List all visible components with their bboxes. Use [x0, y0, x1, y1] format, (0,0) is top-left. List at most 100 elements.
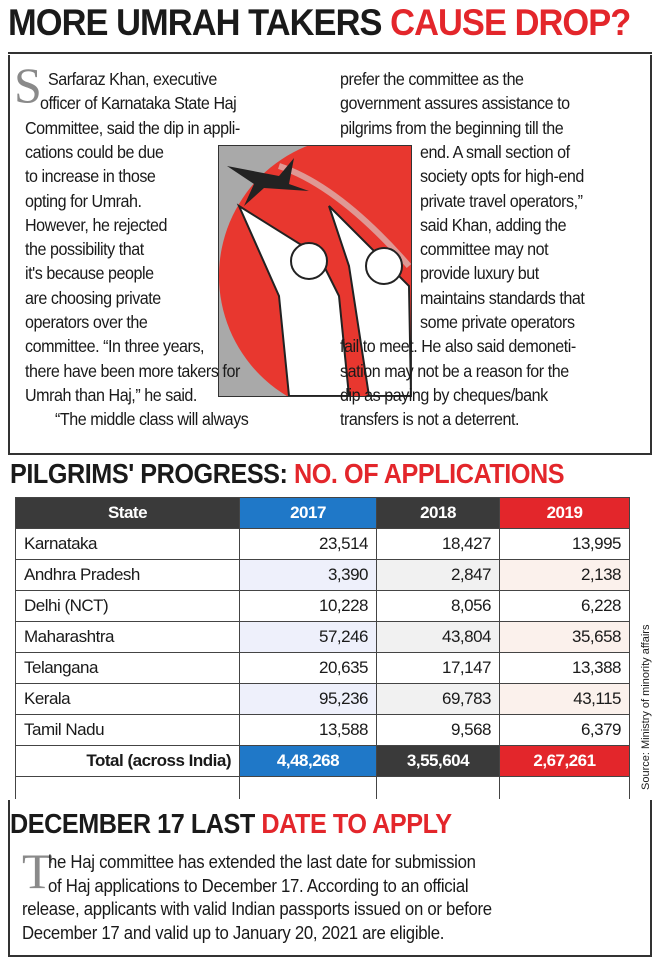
article-line: fail to meet. He also said demoneti-: [340, 336, 576, 357]
footer-line: December 17 and valid up to January 20, …: [22, 922, 445, 943]
value-cell: 17,147: [376, 652, 500, 684]
column-header-state: State: [15, 497, 240, 529]
value-cell: 6,379: [499, 714, 630, 746]
headline: MORE UMRAH TAKERS CAUSE DROP?: [8, 2, 631, 44]
source-credit: Source: Ministry of minority affairs: [640, 624, 652, 790]
table-row: Kerala 95,236 69,783 43,115: [15, 683, 630, 715]
divider: [8, 52, 652, 54]
article-line: the possibility that: [25, 239, 144, 260]
article-line: some private operators: [420, 312, 575, 332]
table-row: Andhra Pradesh 3,390 2,847 2,138: [15, 559, 630, 591]
article-line: committee may not: [420, 239, 549, 260]
footer-title-black: DECEMBER 17 LAST: [10, 808, 255, 839]
article-line: operators over the: [25, 312, 148, 332]
total-row: Total (across India) 4,48,268 3,55,604 2,67…: [15, 745, 630, 777]
value-cell: 13,995: [499, 528, 630, 560]
total-value: 4,48,268: [239, 745, 377, 777]
table-row: Karnataka 23,514 18,427 13,995: [15, 528, 630, 560]
article-line: transfers is not a deterrent.: [340, 409, 520, 430]
headline-red: CAUSE DROP?: [390, 2, 631, 43]
footer-line: release, applicants with valid Indian pa…: [22, 899, 492, 919]
blank-cell: [15, 776, 240, 799]
article-line: end. A small section of: [420, 141, 570, 162]
blank-cell: [499, 776, 630, 799]
blank-cell: [376, 776, 500, 799]
value-cell: 2,847: [376, 559, 500, 591]
blank-cell: [239, 776, 377, 799]
article-line: there have been more takers for: [25, 360, 240, 381]
footer-title-red: DATE TO APPLY: [261, 808, 452, 839]
state-cell: Andhra Pradesh: [15, 559, 240, 591]
article-line: prefer the committee as the: [340, 69, 524, 89]
state-cell: Karnataka: [15, 528, 240, 560]
state-cell: Delhi (NCT): [15, 590, 240, 622]
footer-box: [8, 800, 652, 957]
article-line: Sarfaraz Khan, executive: [48, 69, 217, 89]
article-line: “The middle class will always: [55, 409, 249, 430]
article-line: said Khan, adding the: [420, 214, 567, 235]
value-cell: 18,427: [376, 528, 500, 560]
article-line: officer of Karnataka State Haj: [40, 93, 237, 114]
footer-line: he Haj committee has extended the last d…: [48, 852, 476, 872]
value-cell: 3,390: [239, 559, 377, 591]
article-line: dip as paying by cheques/bank: [340, 384, 548, 405]
article-line: it's because people: [25, 263, 154, 284]
article-line: society opts for high-end: [420, 166, 584, 187]
table-title-red: NO. OF APPLICATIONS: [294, 458, 565, 489]
column-header-2018: 2018: [376, 497, 500, 529]
article-line: maintains standards that: [420, 287, 585, 308]
footer-line: of Haj applications to December 17. Acco…: [48, 875, 469, 896]
total-value: 2,67,261: [499, 745, 630, 777]
dropcap: S: [14, 57, 42, 113]
table-row: Tamil Nadu 13,588 9,568 6,379: [15, 714, 630, 746]
column-header-2019: 2019: [499, 497, 630, 529]
total-value: 3,55,604: [376, 745, 500, 777]
value-cell: 13,388: [499, 652, 630, 684]
value-cell: 43,804: [376, 621, 500, 653]
article-line: committee. “In three years,: [25, 336, 205, 357]
article-line: are choosing private: [25, 287, 161, 308]
article-line: private travel operators,”: [420, 190, 583, 211]
blank-row: [15, 776, 630, 799]
value-cell: 95,236: [239, 683, 377, 715]
table-row: Delhi (NCT) 10,228 8,056 6,228: [15, 590, 630, 622]
footer-title: DECEMBER 17 LAST DATE TO APPLY: [10, 808, 452, 840]
value-cell: 23,514: [239, 528, 377, 560]
article-line: Committee, said the dip in appli-: [25, 117, 240, 138]
table-title: PILGRIMS' PROGRESS: NO. OF APPLICATIONS: [10, 458, 565, 490]
article-line: cations could be due: [25, 141, 164, 162]
value-cell: 69,783: [376, 683, 500, 715]
article-line: Umrah than Haj,” he said.: [25, 384, 197, 405]
airplane-icon: [227, 158, 309, 206]
value-cell: 43,115: [499, 683, 630, 715]
table-row: Maharashtra 57,246 43,804 35,658: [15, 621, 630, 653]
article-line: sation may not be a reason for the: [340, 360, 569, 381]
state-cell: Maharashtra: [15, 621, 240, 653]
value-cell: 8,056: [376, 590, 500, 622]
applications-table: State 2017 2018 2019 Karnataka 23,514 18,427 1…: [15, 497, 630, 799]
article-line: However, he rejected: [25, 214, 168, 235]
column-header-2017: 2017: [239, 497, 377, 529]
value-cell: 10,228: [239, 590, 377, 622]
value-cell: 20,635: [239, 652, 377, 684]
table-header-row: State 2017 2018 2019: [15, 497, 630, 529]
value-cell: 35,658: [499, 621, 630, 653]
state-cell: Tamil Nadu: [15, 714, 240, 746]
article-line: pilgrims from the beginning till the: [340, 117, 564, 138]
value-cell: 2,138: [499, 559, 630, 591]
article-line: provide luxury but: [420, 263, 539, 284]
value-cell: 13,588: [239, 714, 377, 746]
state-cell: Telangana: [15, 652, 240, 684]
value-cell: 6,228: [499, 590, 630, 622]
table-row: Telangana 20,635 17,147 13,388: [15, 652, 630, 684]
pilgrims-illustration: [218, 145, 412, 397]
total-label: Total (across India): [15, 745, 240, 777]
article-line: government assures assistance to: [340, 93, 570, 114]
state-cell: Kerala: [15, 683, 240, 715]
article-line: opting for Umrah.: [25, 190, 142, 211]
value-cell: 57,246: [239, 621, 377, 653]
article-line: to increase in those: [25, 166, 156, 187]
value-cell: 9,568: [376, 714, 500, 746]
headline-black: MORE UMRAH TAKERS: [8, 2, 382, 43]
article-box: [8, 55, 652, 455]
